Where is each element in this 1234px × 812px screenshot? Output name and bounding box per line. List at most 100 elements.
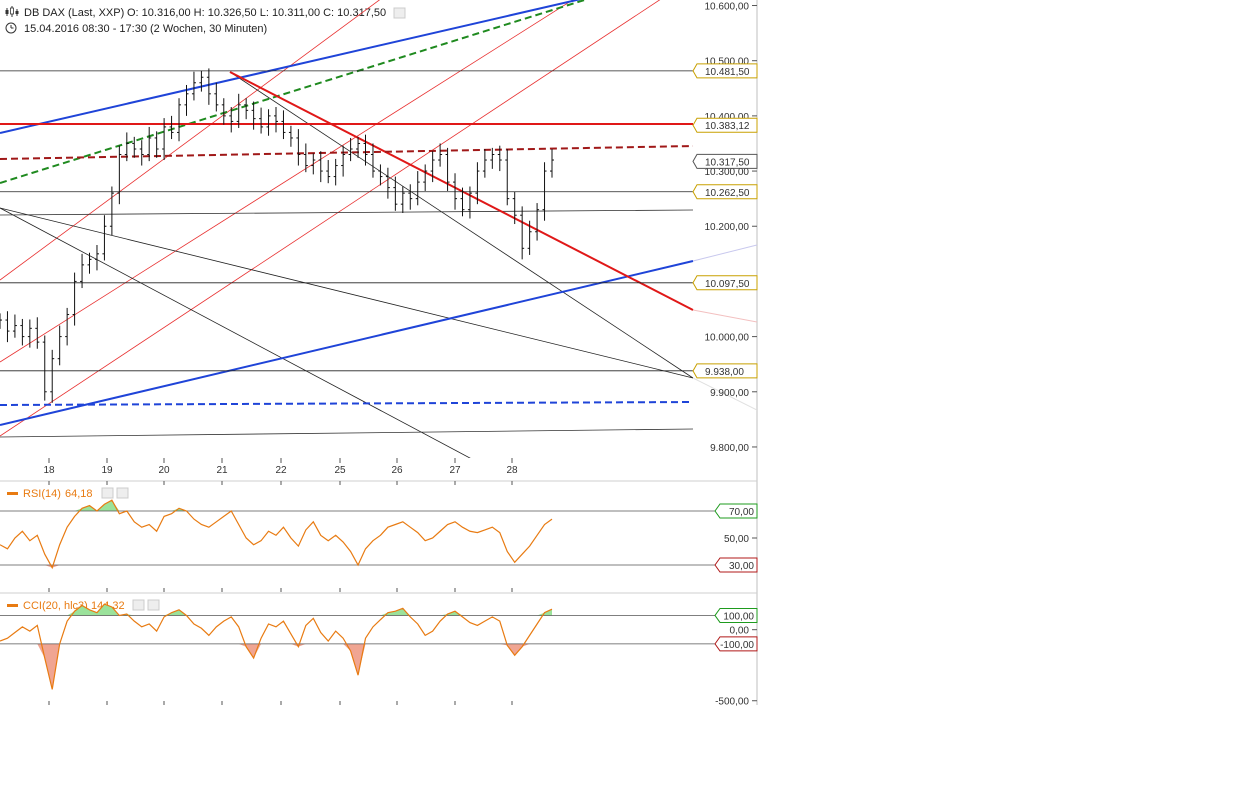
price-bar <box>177 98 182 142</box>
price-marker-label: 10.383,12 <box>705 121 750 132</box>
price-tick-label: 10.200,00 <box>705 222 750 233</box>
cci-pane[interactable]: CCI(20, hlc3) 144,32 100,00-100,000,00-5… <box>0 599 758 708</box>
price-tick-label: 10.500,00 <box>705 57 750 68</box>
black-trend-extension <box>692 377 757 411</box>
blue-lower-trendline[interactable] <box>0 260 694 426</box>
red-channel-line-1[interactable] <box>0 0 620 363</box>
price-bar <box>139 140 144 166</box>
price-bar <box>400 186 405 213</box>
price-bar <box>326 160 331 184</box>
price-bar <box>80 253 85 289</box>
rsi-level-badge: 70,00 <box>714 503 758 519</box>
price-bar <box>169 115 174 140</box>
rsi-close-icon[interactable] <box>116 487 129 499</box>
red-trend-extension <box>692 309 757 323</box>
black-descending-line-3[interactable] <box>0 207 530 490</box>
green-dashed-line[interactable] <box>0 0 610 184</box>
black-flat-line-2[interactable] <box>0 428 694 438</box>
rsi-tick-label: 50,00 <box>724 534 749 545</box>
price-bar <box>27 319 32 348</box>
price-bar <box>423 164 428 191</box>
black-descending-line-2[interactable] <box>229 71 694 379</box>
price-bar <box>50 349 55 403</box>
instrument-title: DB DAX (Last, XXP) <box>24 7 124 19</box>
cci-title: CCI(20, hlc3) <box>23 600 88 612</box>
price-bar <box>490 147 495 169</box>
black-flat-line-1[interactable] <box>0 209 694 216</box>
cci-settings-icon[interactable] <box>132 599 145 611</box>
rsi-level-label: 70,00 <box>729 507 754 518</box>
red-channel-line-3[interactable] <box>0 0 720 437</box>
price-marker-label: 10.097,50 <box>705 279 750 290</box>
time-tick-label: 18 <box>43 465 55 476</box>
period-readout: 15.04.2016 08:30 - 17:30 (2 Wochen, 30 M… <box>24 23 267 35</box>
price-bar <box>124 132 129 162</box>
price-tick-label: 10.300,00 <box>705 167 750 178</box>
price-bar <box>393 176 398 211</box>
blue-dashed-line[interactable] <box>0 401 694 406</box>
price-bar <box>281 110 286 140</box>
price-bar <box>453 173 458 210</box>
cci-oversold-fill <box>37 643 530 690</box>
price-bar <box>512 192 517 225</box>
price-bar <box>102 215 107 261</box>
price-marker: 10.383,12 <box>692 117 758 133</box>
price-series <box>0 68 554 403</box>
settings-icon[interactable] <box>393 7 406 19</box>
blue-upper-trendline[interactable] <box>0 0 620 134</box>
price-marker-label: 10.262,50 <box>705 188 750 199</box>
rsi-level-label: 30,00 <box>729 561 754 572</box>
price-bar <box>445 147 450 191</box>
red-channel-line-2[interactable] <box>0 0 420 281</box>
red-dashed-line[interactable] <box>0 145 694 160</box>
price-bar <box>206 68 211 105</box>
time-tick-label: 22 <box>275 465 287 476</box>
clock-icon <box>5 22 17 34</box>
price-bar <box>527 220 532 255</box>
price-bar <box>42 335 47 401</box>
price-bar <box>288 125 293 147</box>
price-bar <box>72 272 77 326</box>
price-bar <box>35 317 40 349</box>
price-tick-label: 10.400,00 <box>705 112 750 123</box>
price-bar <box>266 109 271 136</box>
price-bar <box>117 145 122 205</box>
price-bar <box>20 318 25 346</box>
price-bar <box>482 148 487 178</box>
price-bar <box>236 93 241 129</box>
price-bar <box>251 101 256 130</box>
price-marker-label: 10.481,50 <box>705 67 750 78</box>
price-bar <box>363 134 368 166</box>
cci-close-icon[interactable] <box>147 599 160 611</box>
price-bar <box>274 107 278 133</box>
price-bar <box>132 136 137 158</box>
red-descending-trendline[interactable] <box>229 71 694 311</box>
price-bar <box>5 311 10 343</box>
black-descending-line-1[interactable] <box>0 207 694 379</box>
price-bar <box>109 186 114 236</box>
price-bar <box>497 145 502 172</box>
price-bar <box>348 137 353 162</box>
drawn-trendlines <box>0 0 757 490</box>
cci-line <box>0 603 553 690</box>
rsi-value: 64,18 <box>65 488 93 500</box>
rsi-pane[interactable]: RSI(14) 64,18 70,00 30,00 50,00 <box>0 487 758 573</box>
price-bar <box>221 98 226 125</box>
price-bar <box>438 143 443 167</box>
price-marker: 9.938,00 <box>692 363 758 379</box>
price-bar <box>162 118 167 161</box>
price-axis: 10.600,00 10.500,00 10.400,00 10.300,00 10.2… <box>705 2 757 454</box>
price-pane[interactable]: 10.600,00 10.500,00 10.400,00 10.300,00 10.2… <box>0 0 758 705</box>
rsi-settings-icon[interactable] <box>101 487 114 499</box>
cci-overbought-fill <box>67 604 552 616</box>
price-bar <box>356 136 361 158</box>
price-bar <box>505 148 510 206</box>
price-marker: 10.317,50 <box>692 153 758 169</box>
price-bar <box>385 167 390 199</box>
price-bar <box>341 145 346 177</box>
rsi-level-badge: 30,00 <box>714 557 758 573</box>
price-bar <box>57 325 62 366</box>
time-axis: 18 19 20 21 22 25 26 27 28 <box>43 458 518 705</box>
rsi-title: RSI(14) <box>23 488 61 500</box>
